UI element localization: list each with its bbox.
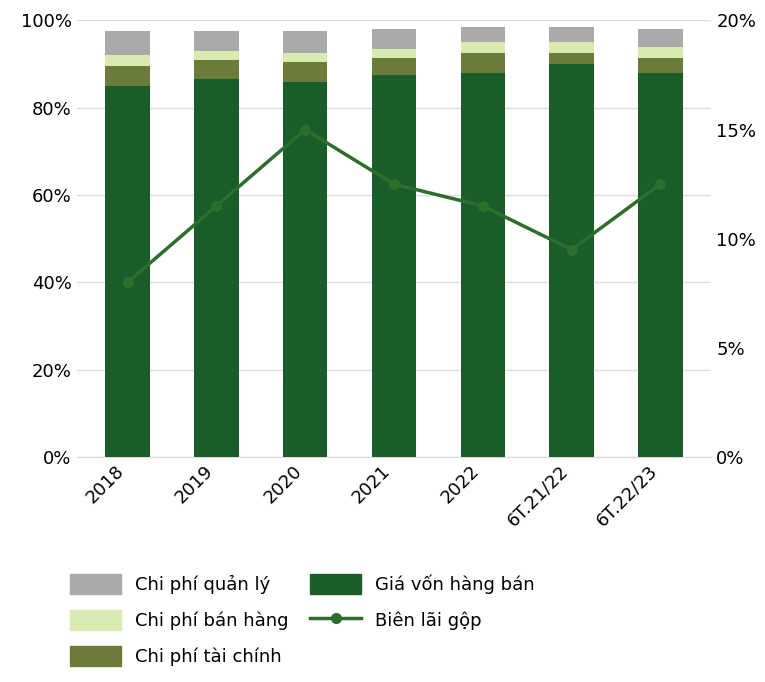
Bar xyxy=(549,27,594,42)
Bar xyxy=(549,53,594,64)
Bar xyxy=(372,29,416,49)
Bar xyxy=(372,49,416,57)
Bar xyxy=(638,73,682,457)
Bar xyxy=(461,53,505,73)
Bar xyxy=(549,64,594,457)
Bar xyxy=(549,42,594,53)
Bar xyxy=(283,62,327,82)
Bar xyxy=(638,46,682,57)
Bar xyxy=(638,29,682,46)
Bar xyxy=(638,57,682,73)
Bar xyxy=(106,55,150,66)
Bar xyxy=(194,79,239,457)
Bar xyxy=(283,31,327,53)
Bar xyxy=(283,82,327,457)
Bar xyxy=(106,66,150,86)
Bar xyxy=(106,86,150,457)
Bar xyxy=(194,51,239,60)
Bar xyxy=(106,31,150,55)
Bar xyxy=(461,42,505,53)
Bar xyxy=(194,31,239,51)
Bar xyxy=(194,60,239,79)
Bar xyxy=(283,53,327,62)
Bar xyxy=(461,27,505,42)
Bar xyxy=(461,73,505,457)
Bar xyxy=(372,57,416,75)
Legend: Chi phí quản lý, Chi phí bán hàng, Chi phí tài chính, Giá vốn hàng bán, Biên lãi: Chi phí quản lý, Chi phí bán hàng, Chi p… xyxy=(70,574,535,666)
Bar xyxy=(372,75,416,457)
